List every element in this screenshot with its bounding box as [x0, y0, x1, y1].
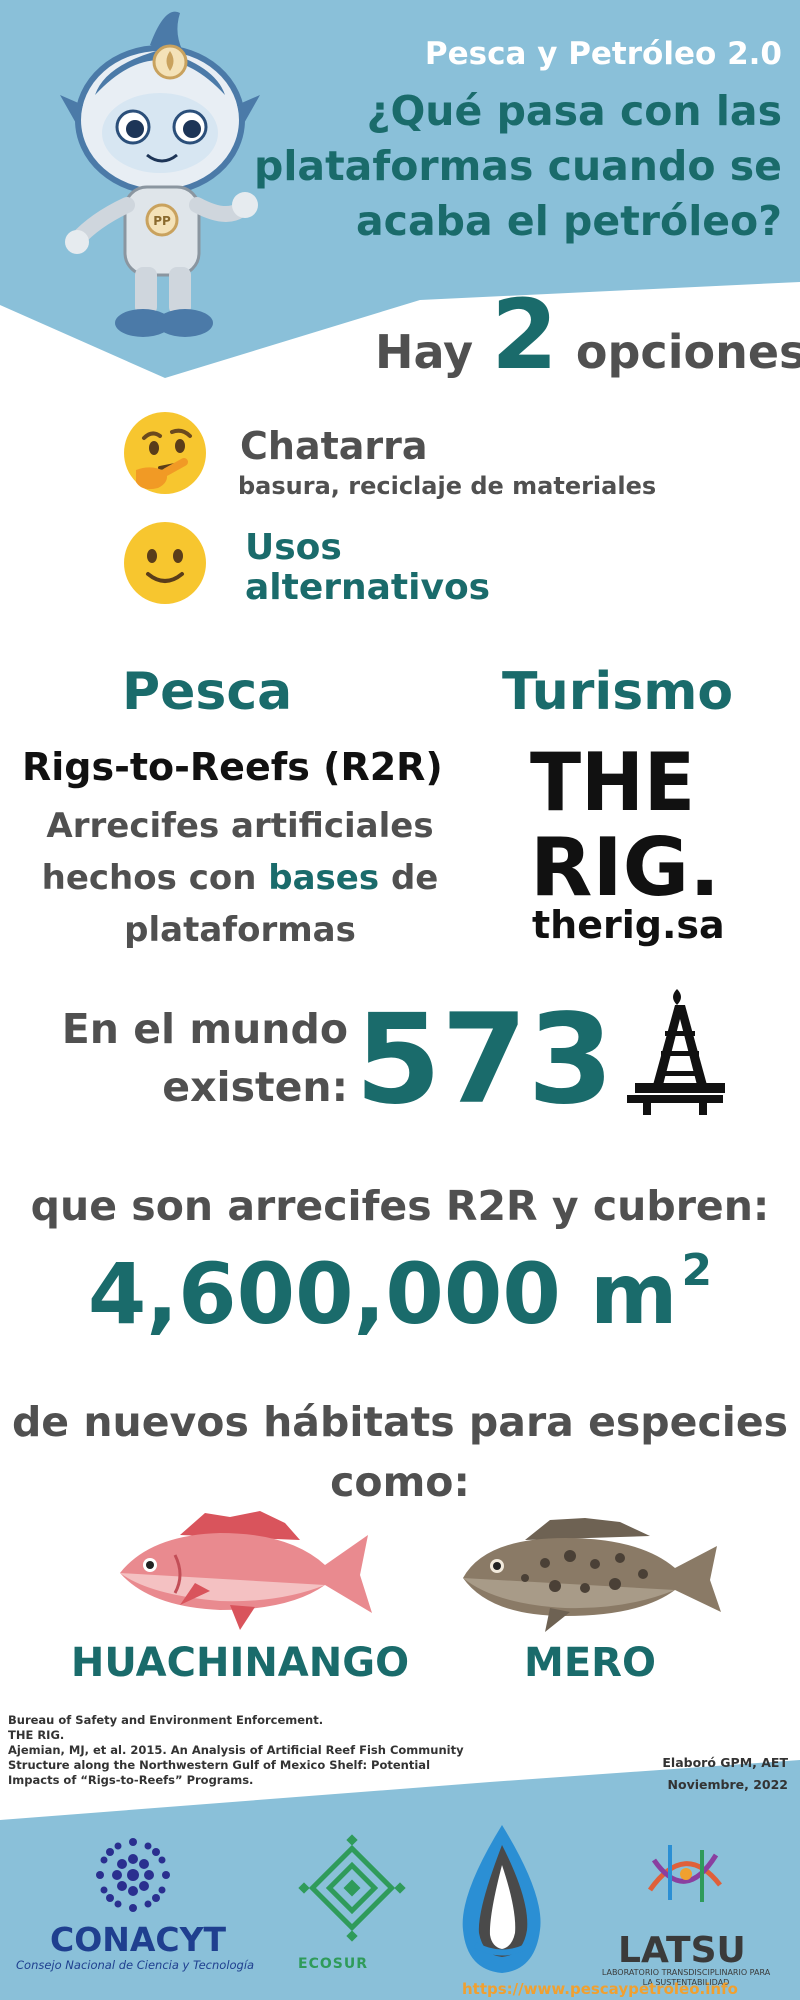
therig-logo-line2: RIG. — [530, 821, 720, 900]
infographic-subtitle: Pesca y Petróleo 2.0 — [424, 36, 782, 72]
option-scrap-subtitle: basura, reciclaje de materiales — [238, 472, 657, 500]
rigs-to-reefs-name: Rigs-to-Reefs (R2R) — [22, 745, 443, 789]
therig-url: therig.sa — [532, 903, 725, 947]
species-grouper-name: MERO — [524, 1640, 656, 1686]
latsu-subtitle: LABORATORIO TRANSDISCIPLINARIO PARA LA S… — [601, 1968, 771, 1987]
conacyt-logo-icon — [96, 1838, 170, 1912]
therig-logo-line1: THE — [530, 740, 695, 829]
infographic-title: ¿Qué pasa con las plataformas cuando se … — [254, 87, 782, 245]
platform-count: 573 — [355, 988, 614, 1132]
options-count-line: Hay 2 opciones — [375, 279, 800, 391]
latsu-logo-icon — [647, 1845, 722, 1902]
oil-rig-icon — [627, 989, 725, 1115]
reference-line: THE RIG. — [8, 1728, 65, 1742]
ecosur-name: ECOSUR — [298, 1956, 368, 1972]
rigs-to-reefs-description: Arrecifes artificiales hechos con bases … — [20, 800, 460, 956]
footer-banner — [0, 1760, 800, 2000]
references: Bureau of Safety and Environment Enforce… — [8, 1713, 478, 1788]
credits-date: Noviembre, 2022 — [667, 1777, 788, 1792]
r2r-desc-part1: Arrecifes artificiales hechos con — [41, 806, 434, 898]
credits: Elaboró GPM, AET Noviembre, 2022 — [662, 1752, 788, 1796]
footer-background — [0, 1760, 800, 2000]
latsu-name: LATSU — [618, 1930, 746, 1971]
options-suffix: opciones — [575, 325, 800, 379]
therig-logo: THE RIG. — [530, 740, 720, 900]
reference-line: Bureau of Safety and Environment Enforce… — [8, 1713, 324, 1727]
conacyt-subtitle: Consejo Nacional de Ciencia y Tecnología — [16, 1958, 255, 1972]
habitat-area-unit-exponent: 2 — [681, 1245, 713, 1296]
option-alternative-uses-title: Usos alternativos — [245, 527, 491, 608]
world-count-label: En el mundo existen: — [61, 1005, 348, 1111]
tourism-heading: Turismo — [502, 662, 734, 722]
mascot-badge: PP — [153, 214, 171, 228]
r2r-cover-label: que son arrecifes R2R y cubren: — [30, 1182, 770, 1230]
water-oil-drop-logo-icon — [462, 1825, 541, 1973]
species-red-snapper-name: HUACHINANGO — [70, 1640, 410, 1686]
robot-fish-mascot-icon: PP — [60, 11, 260, 337]
r2r-desc-highlight: bases — [268, 858, 380, 898]
ecosur-logo-icon — [298, 1834, 406, 1942]
reference-line: Structure along the Northwestern Gulf of… — [8, 1758, 431, 1772]
reference-line: Ajemian, MJ, et al. 2015. An Analysis of… — [8, 1743, 464, 1757]
thinking-face-icon — [124, 412, 206, 494]
options-prefix: Hay — [375, 325, 474, 379]
red-snapper-fish-icon — [120, 1511, 372, 1630]
habitat-area-value: 4,600,000 m — [87, 1245, 678, 1343]
credits-author: Elaboró GPM, AET — [662, 1755, 788, 1770]
option-scrap-title: Chatarra — [240, 424, 428, 468]
fishing-heading: Pesca — [122, 662, 293, 722]
r2r-desc-part2: de plataformas — [124, 858, 439, 950]
conacyt-name: CONACYT — [50, 1920, 227, 1959]
options-count: 2 — [491, 279, 558, 391]
habitat-area: 4,600,000 m2 — [0, 1245, 800, 1343]
website-link[interactable]: https://www.pescaypetroleo.info — [462, 1980, 738, 1998]
reference-line: Impacts of “Rigs-to-Reefs” Programs. — [8, 1773, 254, 1787]
grouper-fish-icon — [463, 1518, 721, 1632]
smiling-face-icon — [124, 522, 206, 604]
habitat-label: de nuevos hábitats para especies como: — [11, 1398, 789, 1506]
